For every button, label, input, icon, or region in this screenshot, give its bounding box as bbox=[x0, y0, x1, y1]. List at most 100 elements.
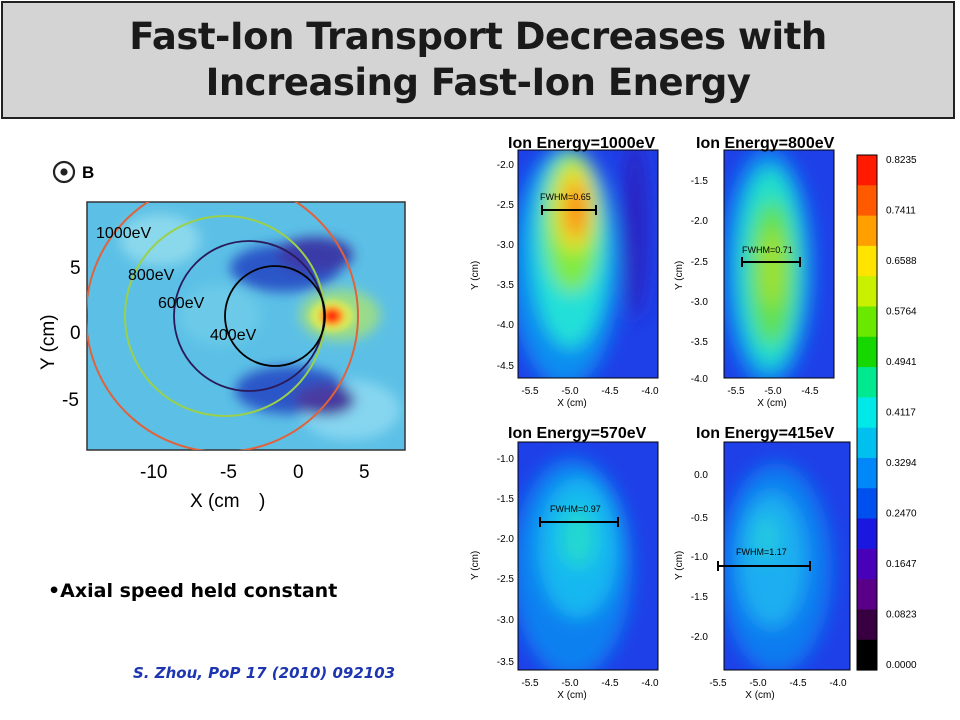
panel-570ev-frame bbox=[517, 441, 659, 671]
panel-570ev-heatmap bbox=[518, 442, 658, 670]
left-ytick-5: 5 bbox=[70, 258, 81, 279]
colorbar-swatch bbox=[857, 306, 877, 338]
panel-1000ev-xtick: -5.0 bbox=[561, 386, 579, 397]
bullet-dot: • bbox=[48, 580, 61, 602]
panel-570ev-xlabel: X (cm) bbox=[557, 690, 586, 701]
colorbar-swatch bbox=[857, 245, 877, 277]
left-contour-map bbox=[87, 202, 405, 450]
panel-570ev-ytick: -2.0 bbox=[497, 534, 515, 545]
colorbar-tick-label: 0.4117 bbox=[886, 408, 916, 419]
orbit-label-400ev: 400eV bbox=[210, 327, 257, 344]
colorbar-swatch bbox=[857, 518, 877, 550]
panel-415ev-xlabel: X (cm) bbox=[745, 690, 774, 701]
slide-title-line-1: Fast-Ion Transport Decreases with bbox=[129, 15, 827, 58]
panel-415ev-frame bbox=[723, 441, 851, 671]
colorbar-swatch bbox=[857, 579, 877, 611]
panel-415ev-xtick: -4.0 bbox=[829, 678, 847, 689]
panel-570ev-ytick: -2.5 bbox=[497, 574, 515, 585]
panel-415ev-ytick: -1.5 bbox=[691, 592, 709, 603]
colorbar-swatch bbox=[857, 336, 877, 368]
colorbar-tick-label: 0.7411 bbox=[886, 206, 916, 217]
colorbar-swatch bbox=[857, 367, 877, 398]
panel-800ev-xtick: -5.0 bbox=[764, 386, 782, 397]
colorbar bbox=[856, 154, 878, 671]
panel-415ev-xtick: -4.5 bbox=[789, 678, 807, 689]
panel-415ev-heatmap bbox=[724, 442, 850, 670]
bullet-item: •Axial speed held constant bbox=[48, 580, 337, 602]
panel-570ev-xtick: -5.5 bbox=[521, 678, 539, 689]
orbit-label-1000ev: 1000eV bbox=[96, 225, 151, 242]
panel-1000ev-xtick: -4.0 bbox=[641, 386, 659, 397]
panel-415ev-ytick: -2.0 bbox=[691, 632, 709, 643]
left-xtick-neg5: -5 bbox=[220, 462, 237, 483]
panel-415ev-ytick: -1.0 bbox=[691, 552, 709, 563]
left-ytick-0: 0 bbox=[70, 323, 81, 344]
panel-800ev-xtick: -4.5 bbox=[801, 386, 819, 397]
colorbar-tick-label: 0.0823 bbox=[886, 610, 917, 621]
left-xtick-0: 0 bbox=[293, 462, 304, 483]
colorbar-tick-label: 0.5764 bbox=[886, 307, 917, 318]
panel-1000ev-xtick: -4.5 bbox=[601, 386, 619, 397]
colorbar-frame bbox=[856, 154, 878, 671]
panel-570ev-title: Ion Energy=570eV bbox=[508, 425, 647, 442]
slide-title-box: Fast-Ion Transport Decreases with Increa… bbox=[1, 1, 955, 119]
panel-1000ev-ytick: -2.0 bbox=[497, 160, 515, 171]
panel-1000ev-ytick: -3.0 bbox=[497, 240, 515, 251]
panel-1000ev-title: Ion Energy=1000eV bbox=[508, 135, 656, 152]
panel-415ev-ytick: 0.0 bbox=[694, 470, 708, 481]
colorbar-tick-label: 0.3294 bbox=[886, 458, 917, 469]
panel-570ev: FWHM=0.97 Ion Energy=570eV -1.0 -1.5 -2.… bbox=[470, 425, 659, 701]
colorbar-ticks: 0.8235 0.7411 0.6588 0.5764 0.4941 0.4117 0.32… bbox=[886, 155, 917, 671]
colorbar-swatch bbox=[857, 276, 877, 308]
colorbar-tick-label: 0.6588 bbox=[886, 256, 917, 267]
left-xlabel-paren: ) bbox=[259, 491, 265, 512]
panel-1000ev-frame bbox=[517, 149, 659, 379]
panel-570ev-ytick: -1.5 bbox=[497, 494, 515, 505]
panel-800ev: FWHM=0.71 Ion Energy=800eV -1.5 -2.0 -2.… bbox=[674, 135, 835, 409]
panel-415ev-ylabel: Y (cm) bbox=[674, 551, 685, 580]
panel-1000ev: FWHM=0.65 Ion Energy=1000eV -2.0 -2.5 -3… bbox=[470, 135, 659, 409]
colorbar-swatch bbox=[857, 427, 877, 459]
colorbar-swatch bbox=[857, 457, 877, 489]
panel-415ev-title: Ion Energy=415eV bbox=[696, 425, 835, 442]
panel-800ev-fwhm: FWHM=0.71 bbox=[742, 245, 793, 255]
panel-800ev-xtick: -5.5 bbox=[727, 386, 745, 397]
panel-570ev-xtick: -4.0 bbox=[641, 678, 659, 689]
colorbar-tick-label: 0.0000 bbox=[886, 660, 917, 671]
panel-570ev-ytick: -3.5 bbox=[497, 657, 515, 668]
colorbar-tick-label: 0.8235 bbox=[886, 155, 917, 166]
panel-1000ev-ytick: -2.5 bbox=[497, 200, 515, 211]
left-ytick-neg5: -5 bbox=[62, 390, 79, 411]
panel-570ev-xtick: -4.5 bbox=[601, 678, 619, 689]
b-field-label: B bbox=[82, 163, 94, 182]
panel-570ev-ylabel: Y (cm) bbox=[470, 551, 481, 580]
left-ylabel: Y (cm) bbox=[40, 314, 59, 370]
panel-800ev-ytick: -2.5 bbox=[691, 257, 709, 268]
panel-570ev-ytick: -1.0 bbox=[497, 454, 515, 465]
orbit-600ev bbox=[173, 240, 325, 392]
panel-570ev-ytick: -3.0 bbox=[497, 615, 515, 626]
panel-1000ev-heatmap bbox=[518, 150, 658, 378]
colorbar-tick-label: 0.4941 bbox=[886, 357, 917, 368]
colorbar-swatch bbox=[857, 548, 877, 580]
panel-415ev-ytick: -0.5 bbox=[691, 513, 709, 524]
bullet-text: Axial speed held constant bbox=[60, 580, 338, 602]
panel-800ev-ytick: -2.0 bbox=[691, 216, 709, 227]
panel-800ev-ytick: -4.0 bbox=[691, 374, 709, 385]
colorbar-tick-label: 0.1647 bbox=[886, 559, 917, 570]
citation: S. Zhou, PoP 17 (2010) 092103 bbox=[133, 664, 396, 682]
colorbar-swatch bbox=[857, 155, 877, 186]
panel-800ev-xlabel: X (cm) bbox=[757, 398, 786, 409]
orbit-400ev bbox=[224, 265, 326, 367]
colorbar-swatch bbox=[857, 397, 877, 429]
panel-800ev-ytick: -1.5 bbox=[691, 176, 709, 187]
panel-1000ev-ytick: -4.5 bbox=[497, 361, 515, 372]
colorbar-tick-label: 0.2470 bbox=[886, 509, 917, 520]
panel-800ev-frame bbox=[723, 149, 835, 379]
panel-1000ev-xlabel: X (cm) bbox=[557, 398, 586, 409]
orbit-contour-figure: B 1000eV 800eV 600eV 400eV 5 0 -5 bbox=[40, 160, 406, 512]
panel-570ev-fwhm: FWHM=0.97 bbox=[550, 504, 601, 514]
panel-1000ev-ytick: -3.5 bbox=[497, 280, 515, 291]
left-xlabel: X (cm bbox=[190, 491, 240, 512]
colorbar-swatch bbox=[857, 185, 877, 217]
